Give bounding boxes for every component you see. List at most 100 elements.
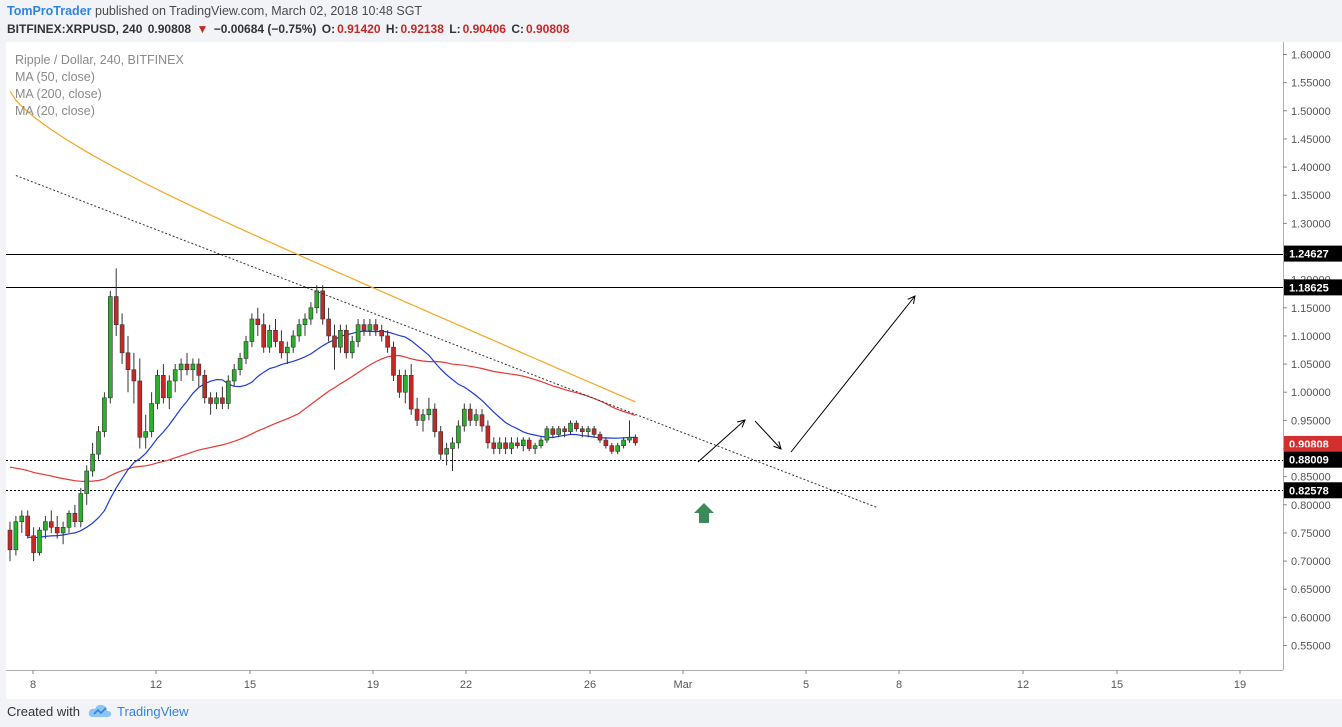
candle-body[interactable] [361,324,367,331]
candle-body[interactable] [220,397,225,404]
candle-body[interactable] [385,335,390,348]
candle-body[interactable] [456,425,461,444]
candle-body[interactable] [25,515,31,537]
price-chart[interactable]: 1.60000 1.55000 1.50000 1.45000 1.40000 1.350… [6,42,1342,699]
ma200-legend[interactable]: MA (200, close) [15,87,102,101]
candle-body[interactable] [60,526,66,534]
candle-body[interactable] [343,329,349,354]
candle-body[interactable] [13,521,19,551]
candle-body[interactable] [485,425,491,444]
candle-body[interactable] [603,439,609,446]
candle-body[interactable] [96,431,101,455]
candle-body[interactable] [267,329,272,348]
candle-body[interactable] [48,521,54,528]
candle-body[interactable] [391,346,396,376]
candle-body[interactable] [556,428,562,435]
candle-body[interactable] [143,431,148,438]
candle-body[interactable] [190,363,196,371]
candle-body[interactable] [355,324,361,342]
ma50-line[interactable] [9,354,636,483]
candle-body[interactable] [450,442,455,449]
candle-body[interactable] [326,318,331,337]
candle-body[interactable] [332,335,337,348]
candle-body[interactable] [497,442,503,449]
candle-body[interactable] [349,341,355,354]
candle-body[interactable] [102,397,107,432]
candle-body[interactable] [131,369,137,382]
ma50-legend[interactable]: MA (50, close) [15,70,95,84]
candle-body[interactable] [438,431,444,455]
candle-body[interactable] [627,436,632,441]
candle-body[interactable] [196,363,202,376]
candle-body[interactable] [302,318,308,325]
candle-body[interactable] [414,408,420,421]
candle-body[interactable] [515,442,520,446]
candle-body[interactable] [538,439,544,446]
candle-body[interactable] [72,512,78,522]
candle-body[interactable] [597,434,603,441]
candle-body[interactable] [243,341,249,359]
candle-body[interactable] [279,341,284,354]
candle-body[interactable] [261,324,266,348]
candle-body[interactable] [550,428,556,435]
candle-body[interactable] [574,422,579,430]
candle-body[interactable] [178,363,184,371]
candle-body[interactable] [420,414,426,421]
author-link[interactable]: TomProTrader [7,4,92,18]
candle-body[interactable] [314,290,320,309]
candle-body[interactable] [397,375,402,393]
candle-body[interactable] [161,375,166,399]
candle-body[interactable] [108,296,113,399]
candle-body[interactable] [373,324,379,331]
buy-arrow-icon[interactable] [694,503,714,523]
candle-body[interactable] [19,515,25,522]
candle-body[interactable] [31,535,36,553]
candle-body[interactable] [84,470,89,494]
candle-body[interactable] [284,346,290,354]
ma200-line[interactable] [9,90,636,403]
candle-body[interactable] [367,324,373,331]
candle-body[interactable] [167,380,172,399]
candle-body[interactable] [526,439,532,449]
candle-body[interactable] [532,445,538,449]
candle-body[interactable] [633,436,638,444]
ma20-legend[interactable]: MA (20, close) [15,104,95,118]
candle-body[interactable] [78,493,84,522]
candle-body[interactable] [54,526,60,534]
candle-body[interactable] [379,329,385,337]
candle-body[interactable] [237,358,243,371]
candle-body[interactable] [137,380,143,438]
candle-body[interactable] [226,380,231,404]
projection-arrow-up-1[interactable] [697,419,746,463]
candle-body[interactable] [202,375,207,399]
candle-body[interactable] [562,428,567,432]
candle-body[interactable] [461,408,467,427]
candle-body[interactable] [491,442,497,449]
candle-body[interactable] [579,428,585,432]
chart-area[interactable]: 1.60000 1.55000 1.50000 1.45000 1.40000 1.350… [6,42,1342,699]
projection-arrow-down[interactable] [754,420,782,450]
candle-body[interactable] [568,422,573,432]
ma20-line[interactable] [27,330,636,539]
candle-body[interactable] [296,324,302,337]
downtrend-line[interactable] [15,175,878,509]
candle-body[interactable] [585,428,591,432]
candle-body[interactable] [402,375,408,393]
candle-body[interactable] [609,445,615,452]
candle-body[interactable] [66,512,72,528]
candle-body[interactable] [308,307,314,320]
candle-body[interactable] [249,318,255,342]
candle-body[interactable] [426,408,432,416]
candle-body[interactable] [208,397,213,404]
candle-body[interactable] [231,369,237,382]
candle-body[interactable] [149,403,154,432]
candle-body[interactable] [338,329,343,348]
candle-body[interactable] [37,529,42,553]
candle-body[interactable] [214,397,219,404]
candle-body[interactable] [155,375,160,404]
candle-body[interactable] [290,335,296,348]
candle-body[interactable] [503,442,508,449]
tradingview-brand[interactable]: TradingView [117,704,189,719]
candle-body[interactable] [119,324,125,354]
candle-body[interactable] [432,408,438,432]
